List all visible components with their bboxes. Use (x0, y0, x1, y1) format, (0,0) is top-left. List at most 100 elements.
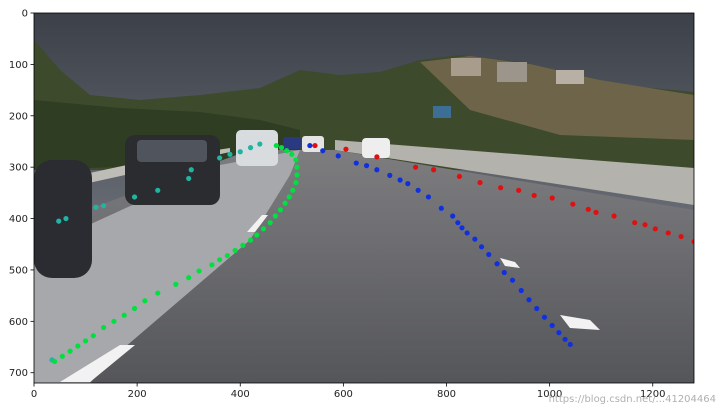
data-point (90, 333, 96, 339)
watermark: https://blog.csdn.net/...41204464 (549, 394, 716, 405)
data-point (273, 142, 279, 149)
data-point (691, 239, 694, 245)
y-tick-label: 300 (9, 163, 28, 174)
data-point (585, 206, 591, 212)
data-point (282, 200, 288, 206)
data-point (353, 160, 359, 166)
data-point (289, 151, 295, 157)
data-point (131, 305, 138, 312)
data-point (155, 290, 161, 296)
data-point (232, 247, 238, 254)
data-point (526, 297, 532, 303)
data-point (549, 322, 555, 329)
series-0 (49, 141, 263, 363)
data-point (101, 324, 107, 331)
data-point (472, 236, 478, 242)
data-point (412, 164, 419, 170)
data-point (217, 257, 223, 263)
y-tick-label: 0 (22, 9, 28, 20)
data-point (456, 173, 462, 180)
data-point (549, 195, 555, 201)
data-point (307, 142, 313, 149)
data-point (101, 203, 107, 209)
data-point (63, 215, 69, 222)
data-point (209, 262, 215, 268)
data-point (516, 187, 522, 193)
data-point (286, 194, 292, 200)
x-tick-label: 800 (437, 389, 456, 400)
data-point (131, 194, 138, 200)
data-point (642, 222, 648, 228)
data-point (93, 204, 99, 210)
data-point (363, 163, 370, 169)
data-point (277, 207, 284, 213)
data-point (678, 233, 684, 240)
x-tick-label: 1200 (640, 389, 665, 400)
data-point (374, 167, 380, 173)
data-point (217, 155, 223, 161)
data-point (278, 145, 285, 151)
data-point (111, 318, 117, 324)
data-point (509, 277, 516, 283)
data-point (142, 298, 148, 304)
data-point (562, 336, 568, 342)
data-point (254, 232, 260, 238)
data-point (438, 205, 444, 211)
data-point (293, 179, 299, 186)
data-point (294, 164, 300, 170)
data-point (397, 177, 403, 183)
data-point (387, 172, 393, 178)
data-point (652, 226, 658, 232)
y-axis: 0 100 200 300 400 500 600 700 (9, 9, 34, 379)
data-point (593, 209, 599, 215)
data-point (257, 141, 263, 147)
data-point (498, 185, 504, 191)
data-point (455, 220, 461, 226)
data-point (59, 353, 65, 359)
data-point (464, 230, 470, 236)
data-point (224, 252, 230, 259)
data-point (501, 269, 507, 276)
x-tick-label: 0 (31, 389, 37, 400)
data-point (188, 167, 194, 173)
x-tick-label: 400 (231, 389, 250, 400)
data-point (518, 287, 524, 294)
data-point (240, 242, 246, 248)
data-point (486, 251, 492, 258)
data-point (431, 167, 437, 173)
data-point (335, 153, 341, 159)
data-point (611, 213, 617, 219)
data-point (534, 305, 540, 312)
data-point (272, 213, 278, 219)
data-point (478, 244, 485, 250)
data-point (75, 343, 81, 349)
data-point (531, 192, 537, 199)
data-point (260, 226, 267, 232)
y-tick-label: 500 (9, 265, 28, 276)
x-axis: 0 200 400 600 800 1000 1200 (31, 383, 665, 400)
y-tick-label: 100 (9, 60, 28, 71)
data-point (570, 201, 576, 207)
data-point (196, 268, 202, 274)
data-point (284, 148, 290, 154)
data-point (186, 275, 192, 281)
series-3 (312, 142, 694, 245)
data-point (541, 314, 548, 320)
data-point (405, 181, 411, 187)
data-point (173, 281, 179, 287)
data-point (425, 194, 432, 200)
data-point (477, 179, 483, 186)
data-point (632, 220, 638, 226)
data-point (665, 230, 671, 236)
x-tick-label: 600 (334, 389, 353, 400)
x-tick-label: 1000 (537, 389, 562, 400)
data-point (237, 149, 243, 155)
data-point (67, 348, 73, 354)
data-point (494, 261, 500, 267)
road-scene-image (34, 13, 694, 383)
y-tick-label: 200 (9, 111, 28, 122)
data-point (556, 330, 562, 336)
data-point (227, 151, 233, 157)
data-point (374, 154, 380, 160)
